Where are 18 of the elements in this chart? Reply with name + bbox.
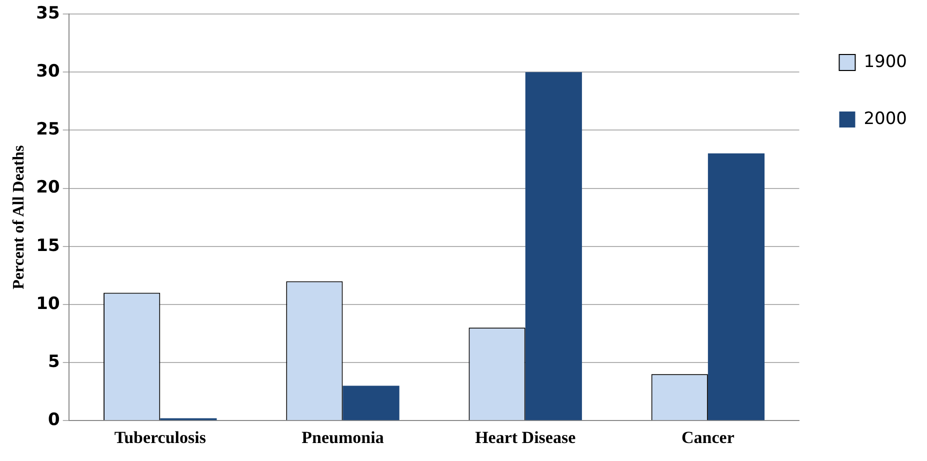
y-axis-title: Percent of All Deaths xyxy=(10,145,28,290)
y-tick-label: 0 xyxy=(48,410,60,430)
y-tick-label: 15 xyxy=(36,236,60,256)
x-tick-label: Tuberculosis xyxy=(114,428,206,448)
legend-label: 1900 xyxy=(864,52,907,72)
y-tick-label: 10 xyxy=(36,294,60,314)
y-tick-label: 20 xyxy=(36,178,60,198)
bar xyxy=(708,153,765,420)
legend-label: 2000 xyxy=(864,108,907,129)
y-tick-label: 35 xyxy=(36,3,60,24)
x-tick-label: Cancer xyxy=(682,428,735,448)
y-tick-label: 25 xyxy=(36,120,60,140)
bar xyxy=(342,386,400,420)
bar xyxy=(525,72,582,420)
y-tick-label: 30 xyxy=(36,62,60,82)
x-tick-label: Pneumonia xyxy=(302,428,384,448)
y-tick-label: 5 xyxy=(48,352,60,372)
x-tick-label: Heart Disease xyxy=(475,428,576,448)
